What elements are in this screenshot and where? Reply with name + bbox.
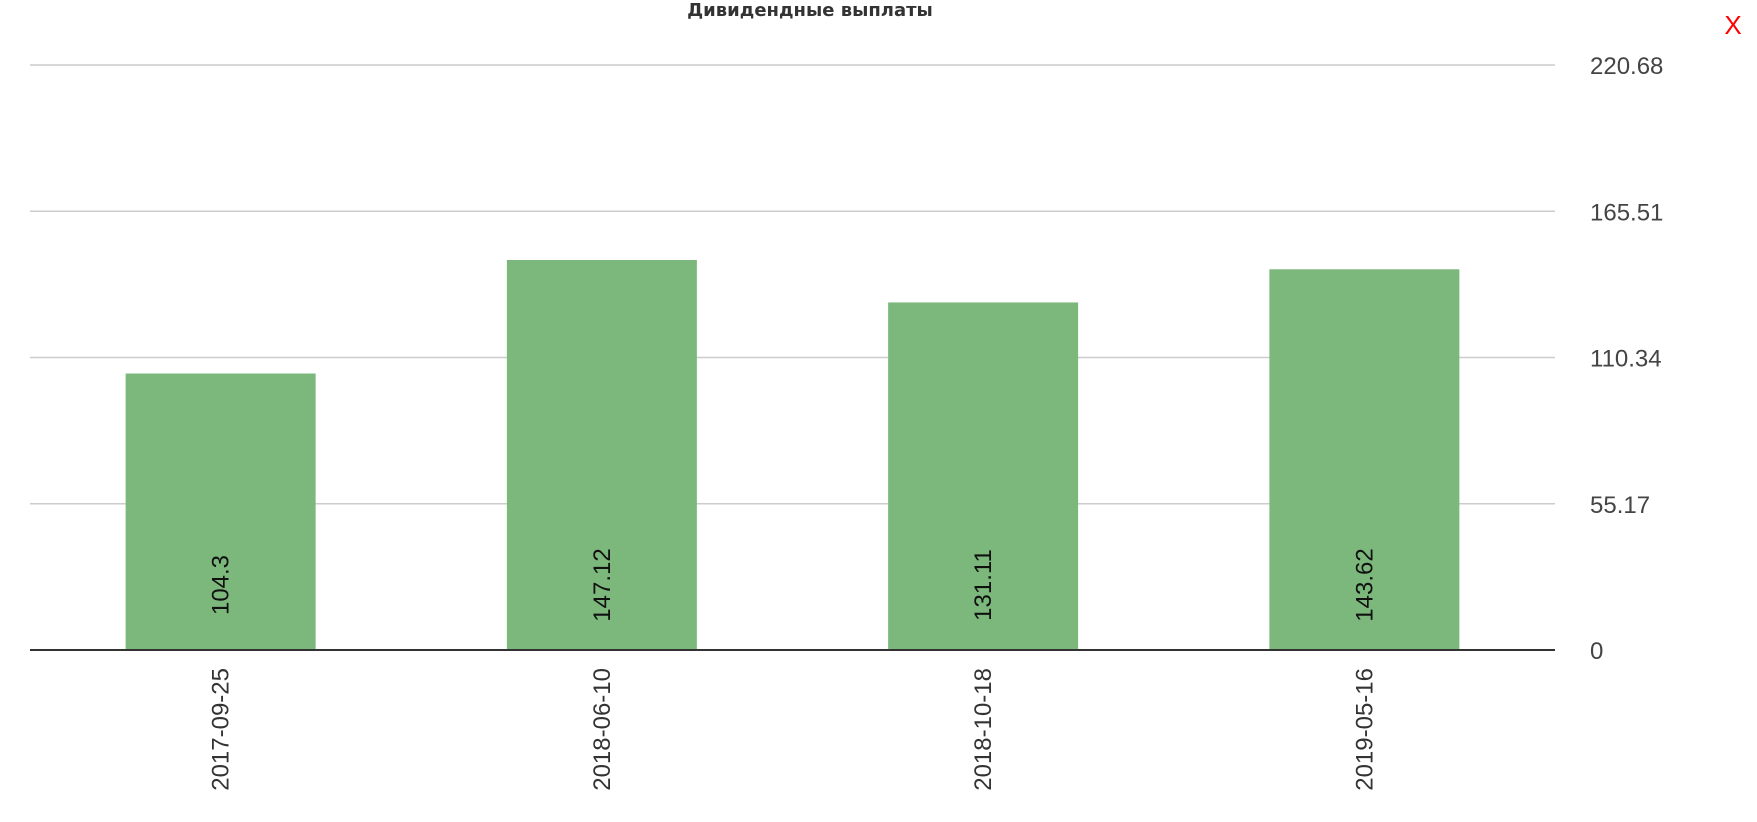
y-tick-label: 220.68 bbox=[1590, 53, 1663, 80]
x-tick-label: 2017-09-25 bbox=[208, 668, 235, 791]
y-tick-label: 0 bbox=[1590, 638, 1603, 665]
bar-value-label: 143.62 bbox=[1351, 548, 1378, 621]
chart-title: Дивидендные выплаты bbox=[687, 0, 933, 21]
x-tick-label: 2019-05-16 bbox=[1351, 668, 1378, 791]
bar bbox=[1269, 269, 1460, 650]
y-tick-label: 110.34 bbox=[1590, 346, 1662, 373]
close-button[interactable]: X bbox=[1724, 10, 1742, 40]
y-tick-label: 165.51 bbox=[1590, 199, 1663, 226]
bar-value-label: 147.12 bbox=[589, 548, 616, 621]
x-tick-label: 2018-10-18 bbox=[970, 668, 997, 791]
bar bbox=[888, 302, 1079, 650]
bar bbox=[506, 260, 697, 650]
bar-value-label: 131.11 bbox=[970, 549, 997, 621]
bar-chart: 0 55.17 110.34 165.51 220.68 104.3 2017-09-25 1… bbox=[30, 53, 1663, 791]
y-tick-label: 55.17 bbox=[1590, 492, 1650, 519]
bar bbox=[125, 373, 316, 650]
bar-value-label: 104.3 bbox=[208, 555, 235, 615]
x-tick-label: 2018-06-10 bbox=[589, 668, 616, 791]
